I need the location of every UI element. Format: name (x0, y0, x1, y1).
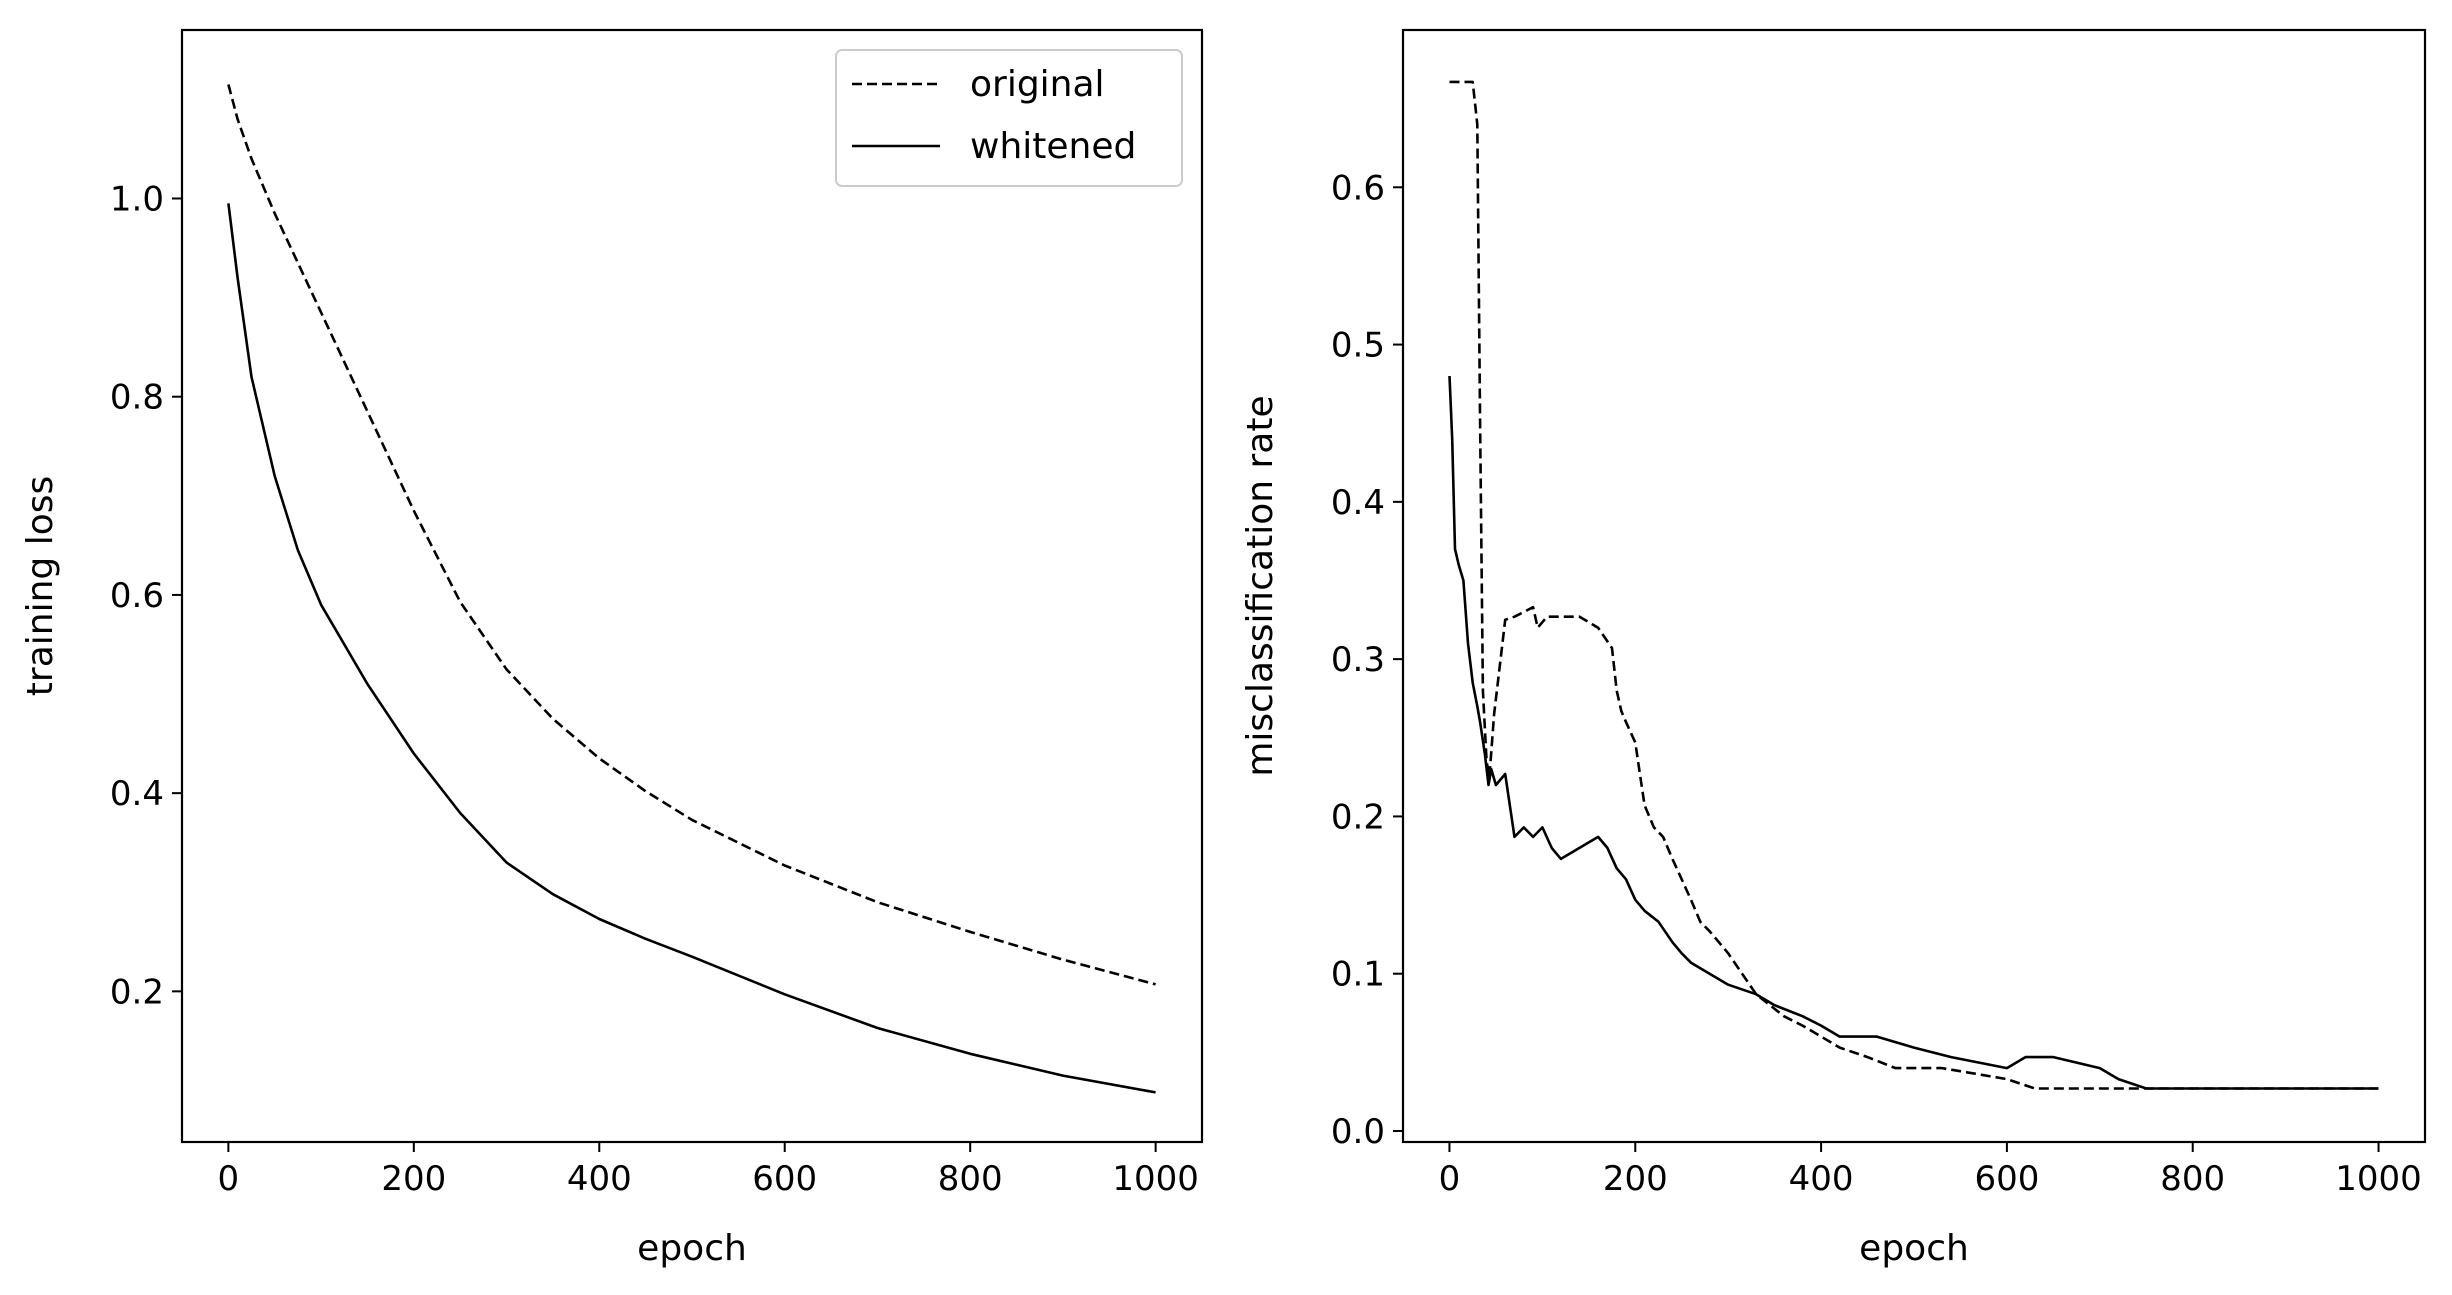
legend-box (835, 49, 1183, 187)
loss-x-tick-label: 400 (567, 1159, 632, 1199)
misclassification-x-tick-label: 600 (1974, 1159, 2039, 1199)
loss-y-tick-label: 1.0 (110, 179, 164, 219)
misclassification-plot-frame (1401, 28, 2427, 1144)
misclassification-x-tick-label: 0 (1439, 1159, 1461, 1199)
loss-x-axis-label: epoch (637, 1228, 747, 1269)
misclassification-y-tick-label: 0.1 (1331, 955, 1385, 995)
legend-original-label: original (970, 64, 1105, 105)
misclassification-y-tick-label: 0.0 (1331, 1112, 1385, 1152)
misclassification-x-tick-label: 200 (1603, 1159, 1668, 1199)
legend: original whitened (835, 49, 1183, 187)
misclassification-y-tick-label: 0.6 (1331, 168, 1385, 208)
misclassification-x-tick-label: 1000 (2335, 1159, 2422, 1199)
loss-y-tick-label: 0.6 (110, 576, 164, 616)
misclassification-y-tick-label: 0.5 (1331, 326, 1385, 366)
misclassification-y-tick-label: 0.2 (1331, 797, 1385, 837)
misclassification-series-whitened (1448, 375, 2379, 1090)
misclassification-chart: 0 200 400 600 800 1000 0.0 0.1 0.2 0.3 0.4 0.5 0.6 e… (1240, 28, 2427, 1269)
loss-plot-frame (180, 28, 1204, 1144)
loss-series-whitened (227, 203, 1156, 1094)
misclassification-y-tick-label: 0.3 (1331, 640, 1385, 680)
loss-y-tick-label: 0.2 (110, 972, 164, 1012)
loss-y-tick-label: 0.4 (110, 774, 164, 814)
misclassification-x-axis-label: epoch (1859, 1228, 1969, 1269)
misclassification-x-tick-label: 400 (1789, 1159, 1854, 1199)
loss-y-tick-label: 0.8 (110, 378, 164, 418)
loss-ticks-layer: 0 200 400 600 800 1000 0.2 0.4 0.6 0.8 1.0 (110, 179, 1199, 1199)
loss-x-tick-label: 600 (752, 1159, 817, 1199)
misclassification-ticks-layer: 0 200 400 600 800 1000 0.0 0.1 0.2 0.3 0.4 0.5 0.6 (1331, 168, 2422, 1199)
loss-x-tick-label: 200 (381, 1159, 446, 1199)
loss-chart: 0 200 400 600 800 1000 0.2 0.4 0.6 0.8 1.0 epoch t… (20, 28, 1204, 1269)
legend-whitened-label: whitened (970, 126, 1136, 167)
misclassification-series-original (1449, 80, 2379, 1090)
loss-y-axis-label: training loss (20, 476, 61, 696)
misclassification-y-tick-label: 0.4 (1331, 483, 1385, 523)
loss-x-tick-label: 800 (938, 1159, 1003, 1199)
misclassification-series-layer (1448, 80, 2379, 1090)
misclassification-x-tick-label: 800 (2160, 1159, 2225, 1199)
loss-series-original (227, 84, 1156, 986)
loss-x-tick-label: 0 (218, 1159, 240, 1199)
loss-series-layer (227, 84, 1156, 1094)
misclassification-y-axis-label: misclassification rate (1240, 395, 1281, 776)
loss-x-tick-label: 1000 (1112, 1159, 1199, 1199)
